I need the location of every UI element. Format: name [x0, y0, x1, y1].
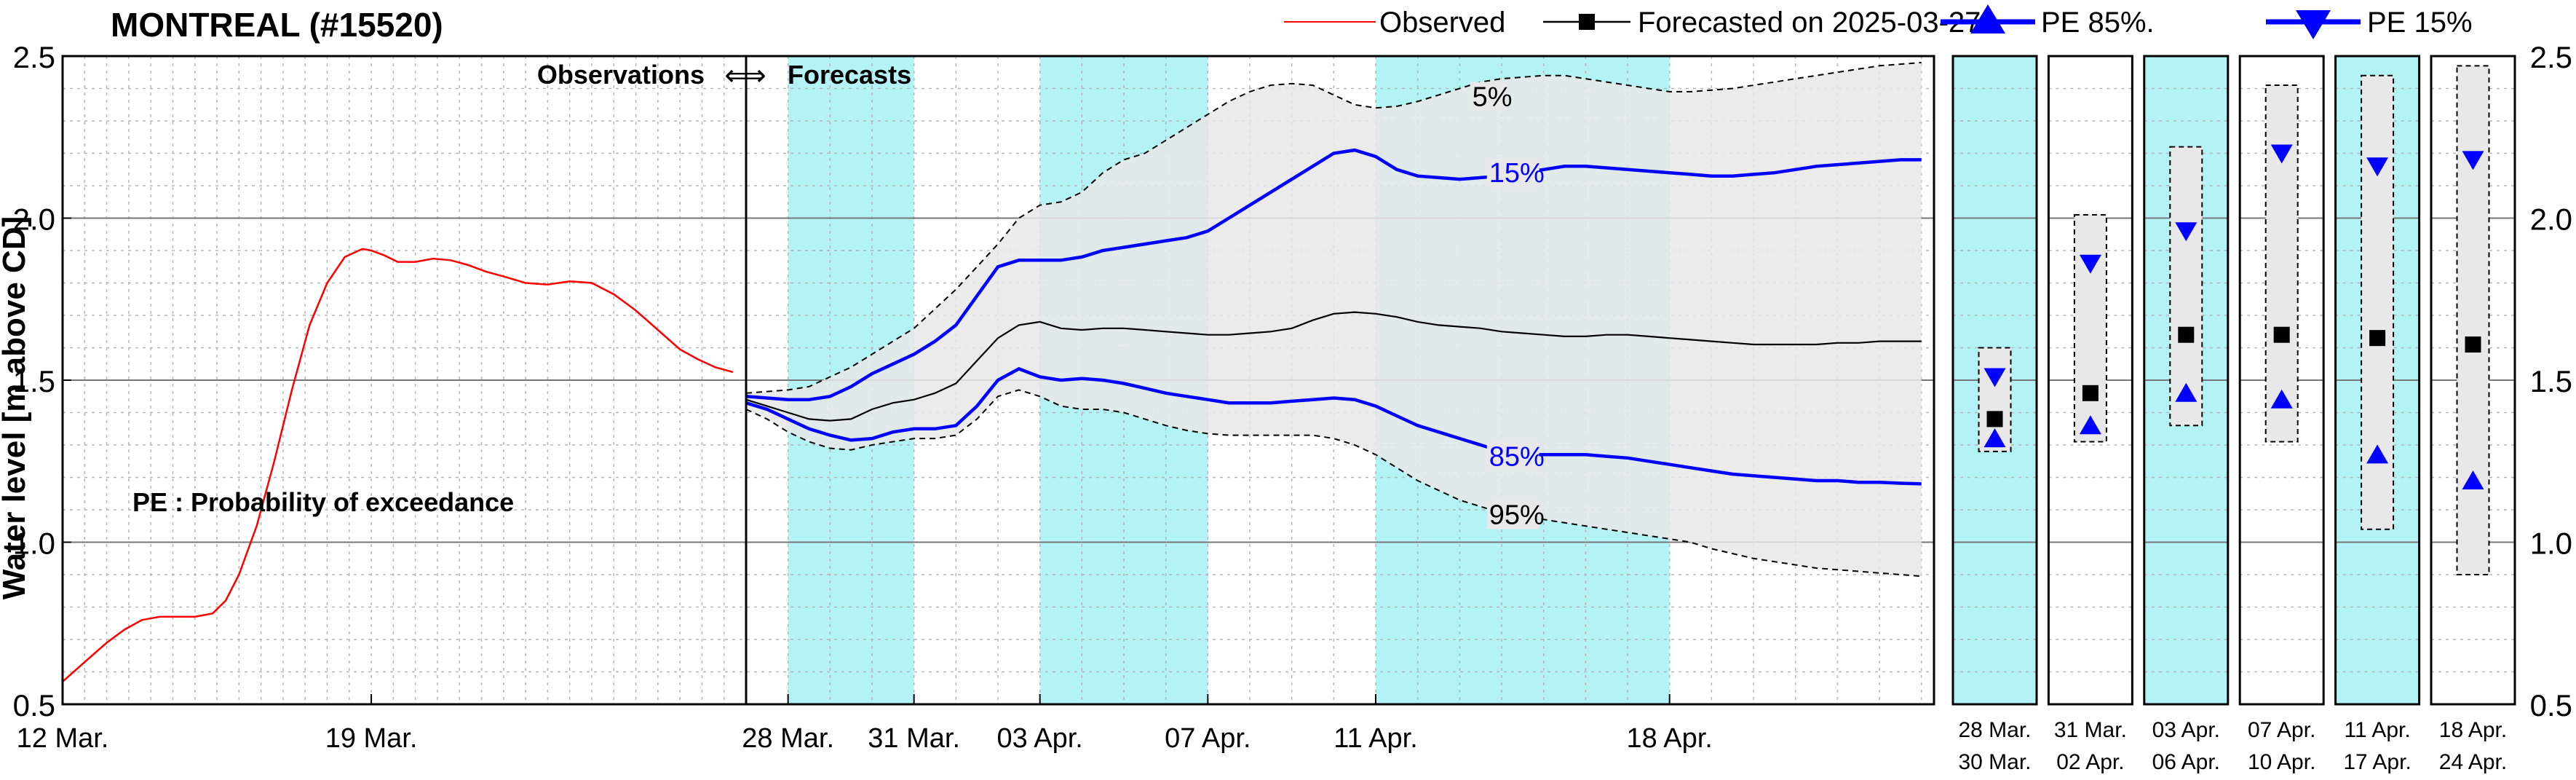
series-label-bg	[1486, 441, 1539, 471]
weekly-pe85-marker	[2175, 382, 2197, 402]
weekly-pe85-marker	[1983, 428, 2006, 448]
weekly-pe15-marker	[2366, 157, 2389, 177]
legend: Observed Forecasted on 2025-03-27 PE 85%. P…	[1284, 4, 2473, 39]
series-line-lower-band	[745, 389, 1922, 578]
obs-x-tick-label: 12 Mar.	[17, 723, 109, 754]
weekly-range-box	[2073, 214, 2107, 443]
weekly-panel-5	[2334, 55, 2421, 706]
weekly-median-marker	[1986, 411, 2003, 428]
y-tick-label-right: 1.0	[2530, 527, 2572, 561]
weekly-panel-frame	[2047, 55, 2133, 706]
series-label-15pct: 15%	[1489, 158, 1545, 189]
observed-line	[62, 248, 734, 682]
weekly-pe15-marker	[2079, 254, 2101, 274]
y-tick-label-left: 0.5	[13, 688, 55, 722]
weekly-label-start: 11 Apr.	[2345, 718, 2411, 742]
obs-forecast-arrow: ⟺	[724, 60, 766, 92]
chart-title: MONTREAL (#15520)	[111, 6, 443, 44]
weekly-panel-2	[2047, 55, 2133, 706]
weekly-pe85-marker	[2366, 444, 2389, 464]
series-label-95pct: 95%	[1489, 500, 1545, 531]
chart-text-layer: MONTREAL (#15520) Water level [m above C…	[0, 6, 2572, 774]
weekly-label-start: 07 Apr.	[2248, 718, 2315, 742]
weekly-label-end: 02 Apr.	[2056, 750, 2124, 774]
weekly-label-end: 24 Apr.	[2439, 750, 2507, 774]
series-line-median	[745, 311, 1922, 422]
weekly-panel-3	[2143, 55, 2230, 706]
chart-frame-layer	[61, 55, 1935, 706]
legend-label-1: Observed	[1379, 7, 1505, 39]
weekly-label-start: 03 Apr.	[2152, 718, 2220, 742]
y-tick-label-left: 1.5	[13, 364, 55, 398]
weekly-pe85-marker	[2462, 470, 2484, 489]
obs-x-tick-label: 19 Mar.	[325, 723, 418, 754]
weekly-median-marker	[2369, 330, 2386, 347]
y-axis-label: Water level [m above CD]	[0, 216, 32, 600]
legend-square-marker	[1579, 14, 1595, 30]
series-line-pe85	[745, 366, 1922, 486]
weekly-label-end: 30 Mar.	[1958, 750, 2031, 774]
legend-label-2: Forecasted on 2025-03-27	[1638, 7, 1981, 39]
weekly-range-box	[2264, 84, 2299, 443]
pe-note: PE : Probability of exceedance	[132, 487, 514, 517]
weekly-pe85-marker	[2079, 415, 2101, 435]
weekly-median-marker	[2465, 336, 2481, 353]
weekly-label-start: 18 Apr.	[2439, 718, 2507, 742]
weekly-median-marker	[2082, 385, 2099, 401]
forecast-x-tick-label: 11 Apr.	[1333, 723, 1418, 754]
series-label-85pct: 85%	[1489, 442, 1545, 473]
weekly-panel-frame	[1951, 55, 2038, 706]
y-tick-label-left: 2.5	[13, 40, 55, 74]
y-tick-label-right: 2.5	[2530, 40, 2572, 74]
weekly-panel-1	[1951, 55, 2038, 706]
forecast-x-tick-label: 03 Apr.	[997, 723, 1083, 754]
weekly-panel-frame	[2334, 55, 2421, 706]
chart-data-layer: 5% 15% 85% 95%	[62, 55, 2516, 706]
forecast-x-tick-label: 07 Apr.	[1165, 723, 1251, 754]
weekly-label-start: 31 Mar.	[2054, 718, 2127, 742]
series-label-5pct: 5%	[1473, 82, 1513, 113]
weekly-median-marker	[2178, 326, 2195, 343]
weekly-median-marker	[2273, 326, 2290, 343]
weekly-label-start: 28 Mar.	[1958, 718, 2031, 742]
y-tick-label-left: 2.0	[13, 202, 55, 237]
series-label-bg	[1486, 158, 1539, 188]
series-label-bg	[1470, 82, 1507, 111]
forecast-band	[746, 62, 1922, 577]
weekly-panel-6	[2430, 55, 2516, 706]
observations-label: Observations	[537, 60, 705, 90]
legend-label-3: PE 85%.	[2041, 7, 2155, 39]
weekly-pe15-marker	[2462, 151, 2484, 170]
legend-triangle-up-marker	[1970, 4, 2005, 34]
weekly-pe15-marker	[2175, 222, 2197, 242]
weekly-panel-frame	[2238, 55, 2325, 706]
weekly-pe85-marker	[2270, 389, 2293, 409]
weekly-pe15-marker	[2270, 144, 2293, 164]
weekly-label-end: 10 Apr.	[2248, 750, 2315, 774]
series-line-pe15	[745, 148, 1922, 401]
series-label-bg	[1486, 500, 1539, 529]
weekly-panel-frame	[2430, 55, 2516, 706]
forecast-x-tick-label: 28 Mar.	[742, 723, 834, 754]
legend-label-4: PE 15%	[2367, 7, 2473, 39]
weekly-label-end: 06 Apr.	[2152, 750, 2220, 774]
forecast-x-tick-label: 18 Apr.	[1627, 723, 1713, 754]
weekly-range-box	[2456, 65, 2490, 576]
y-tick-label-right: 0.5	[2530, 688, 2572, 722]
forecast-x-tick-label: 31 Mar.	[868, 723, 960, 754]
weekly-pe15-marker	[1983, 368, 2006, 387]
weekly-panel-4	[2238, 55, 2325, 706]
y-tick-label-right: 2.0	[2530, 202, 2572, 237]
y-tick-label-left: 1.0	[13, 527, 55, 561]
legend-triangle-down-marker	[2296, 10, 2331, 39]
y-tick-label-right: 1.5	[2530, 364, 2572, 398]
forecasts-label: Forecasts	[788, 60, 911, 90]
weekly-range-box	[2169, 146, 2203, 427]
weekly-panel-frame	[2143, 55, 2230, 706]
weekly-label-end: 17 Apr.	[2343, 750, 2411, 774]
